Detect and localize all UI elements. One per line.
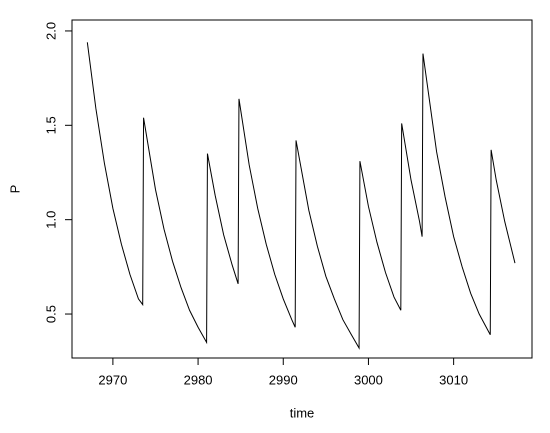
x-tick-label: 2980 (184, 372, 213, 387)
x-tick-label: 3000 (354, 372, 383, 387)
y-tick-label: 0.5 (43, 305, 58, 323)
line (86, 42, 516, 350)
y-tick-label: 2.0 (43, 22, 58, 40)
y-tick-label: 1.0 (43, 211, 58, 229)
y-axis-title: P (7, 185, 22, 194)
x-tick-label: 2990 (269, 372, 298, 387)
x-tick-label: 3010 (439, 372, 468, 387)
x-tick-label: 2970 (98, 372, 127, 387)
x-axis-title: time (290, 405, 315, 420)
plot-box (71, 19, 533, 359)
y-tick-label: 1.5 (43, 116, 58, 134)
